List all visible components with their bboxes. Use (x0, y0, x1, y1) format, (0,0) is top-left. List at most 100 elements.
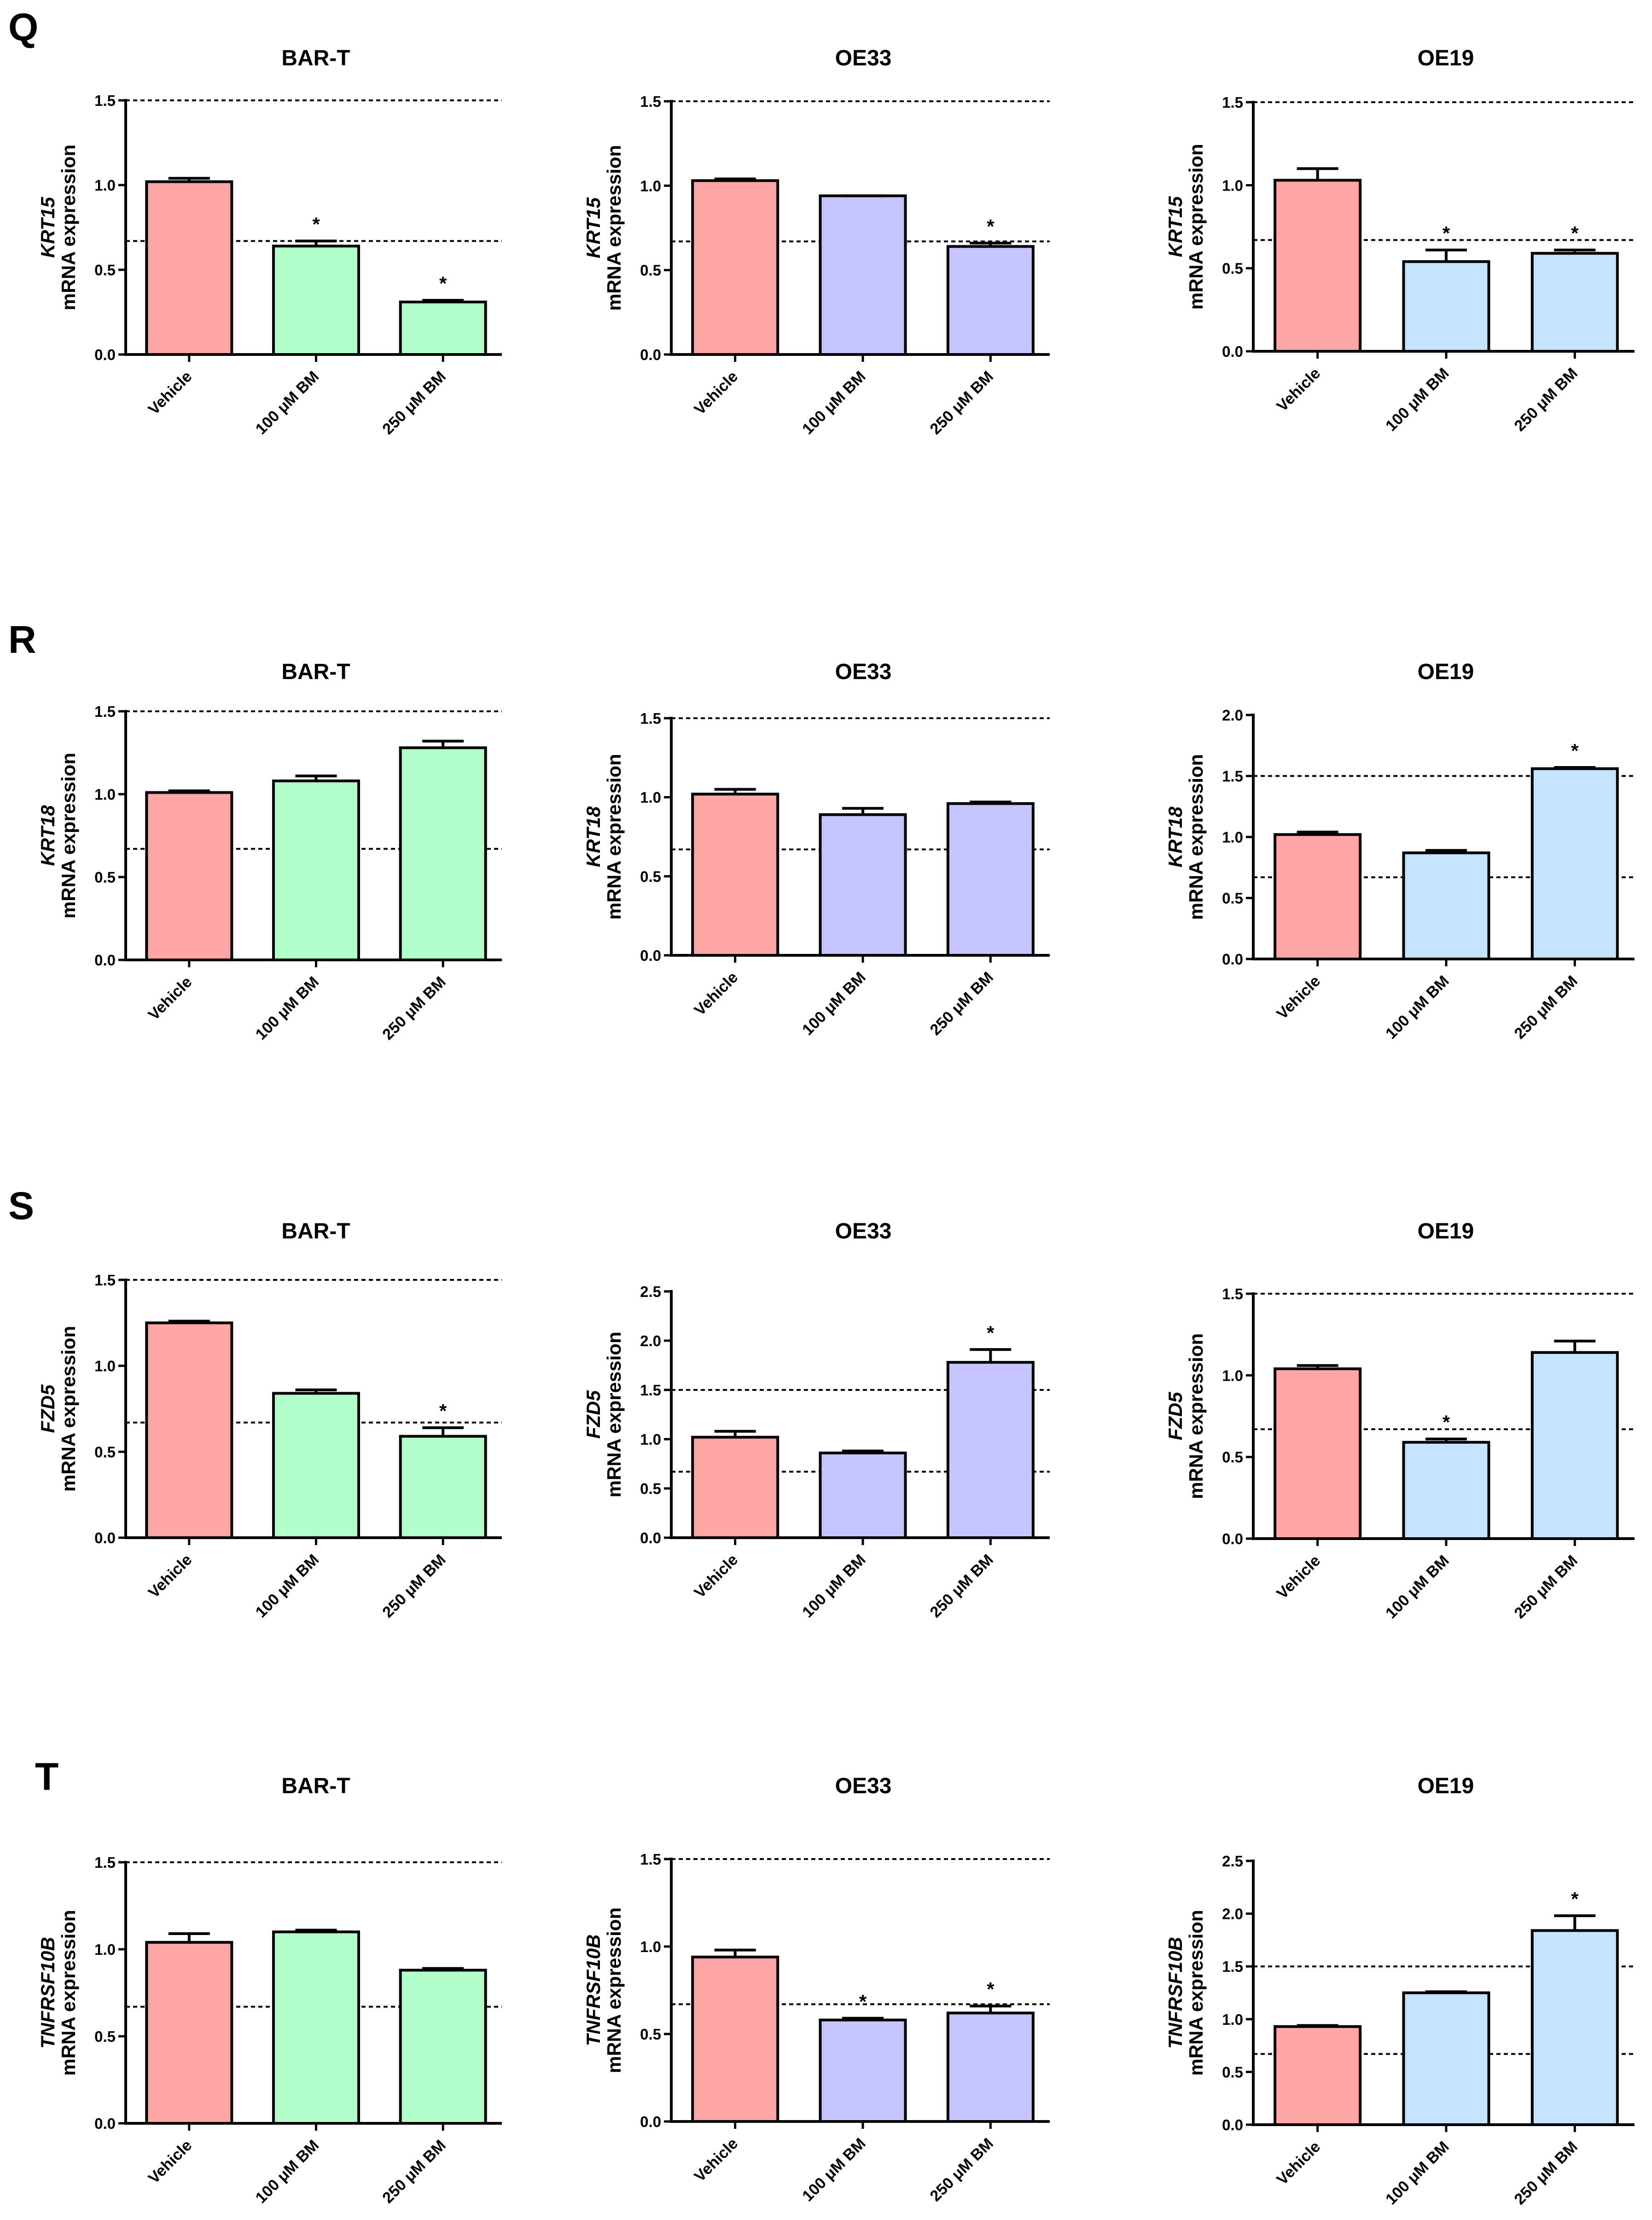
category-label: 100 μM BM (1382, 365, 1452, 435)
y-tick-label: 1.5 (640, 1382, 661, 1399)
y-tick-label: 0.5 (640, 868, 661, 885)
significance-star: * (1571, 740, 1579, 761)
bar-100um (819, 2018, 907, 2123)
bar-250um (1530, 1929, 1619, 2126)
y-tick-label: 0.0 (94, 2115, 116, 2132)
y-tick-label: 0.0 (1222, 951, 1243, 968)
category-label: 100 μM BM (1382, 1552, 1452, 1622)
bar-250um (1530, 252, 1619, 353)
y-tick-label: 1.5 (1222, 768, 1243, 785)
y-axis-gene-label: FZD5 (582, 1390, 604, 1439)
chart-title: OE19 (1418, 660, 1474, 684)
category-label: 250 μM BM (1511, 1552, 1581, 1622)
bar-250um (399, 1969, 487, 2125)
chart-t-oe19: OE19 Vehicle 100 μM BM * 250 μM BM 0.0 0.5 1.0 1… (1164, 1774, 1635, 2208)
y-axis-gene-label: FZD5 (37, 1384, 58, 1433)
y-axis-gene-label: TNFRSF10B (1164, 1937, 1186, 2049)
chart-title: BAR-T (281, 1219, 350, 1244)
bar-vehicle (691, 1435, 779, 1539)
category-label: 250 μM BM (1511, 365, 1581, 435)
category-label: Vehicle (145, 1551, 196, 1602)
panel-letter-s: S (8, 1184, 34, 1227)
y-axis-label: mRNA expression (58, 753, 79, 918)
bar-vehicle (691, 1955, 779, 2123)
y-axis-gene-label: KRT18 (37, 805, 58, 866)
category-label: 100 μM BM (1382, 2138, 1452, 2208)
y-tick-label: 0.0 (640, 2113, 661, 2130)
panel-letter-r: R (8, 618, 36, 661)
chart-title: OE19 (1418, 1219, 1474, 1244)
y-axis-gene-label: FZD5 (1164, 1392, 1186, 1441)
y-tick-label: 2.0 (1222, 707, 1243, 724)
category-label: 100 μM BM (799, 2135, 869, 2205)
y-axis-gene-label: KRT15 (37, 197, 58, 258)
chart-title: BAR-T (281, 660, 350, 684)
category-label: 100 μM BM (799, 1551, 869, 1621)
y-axis-label: mRNA expression (603, 145, 625, 311)
category-label: 250 μM BM (927, 1551, 997, 1621)
category-label: 250 μM BM (379, 368, 449, 438)
y-axis-label: mRNA expression (1185, 144, 1207, 309)
significance-star: * (312, 213, 320, 235)
category-label: Vehicle (691, 969, 742, 1019)
significance-star: * (439, 1400, 447, 1422)
y-tick-label: 0.5 (1222, 1449, 1243, 1466)
chart-r-oe33: OE33 Vehicle 100 μM BM 250 μM BM 0.0 0.5 1.0 1.… (582, 660, 1050, 1039)
significance-star: * (987, 1322, 995, 1343)
chart-title: BAR-T (281, 1774, 350, 1798)
chart-title: OE33 (835, 1219, 892, 1244)
y-axis-gene-label: KRT15 (1164, 196, 1186, 257)
bar-100um (1402, 851, 1490, 960)
bar-vehicle (145, 1321, 233, 1539)
category-label: 250 μM BM (1511, 2138, 1581, 2208)
y-tick-label: 0.5 (94, 2028, 116, 2045)
bar-250um (946, 1361, 1035, 1540)
significance-star: * (1571, 1888, 1579, 1910)
category-label: 100 μM BM (1382, 972, 1452, 1042)
category-label: Vehicle (145, 973, 196, 1024)
bar-250um (946, 245, 1035, 356)
bar-100um (1402, 1441, 1490, 1540)
y-tick-label: 1.5 (1222, 1285, 1243, 1302)
y-tick-label: 1.5 (94, 703, 116, 720)
y-tick-label: 2.0 (1222, 1906, 1243, 1923)
chart-title: BAR-T (281, 46, 350, 70)
y-tick-label: 0.5 (640, 2026, 661, 2043)
y-tick-label: 1.0 (94, 1941, 116, 1958)
y-tick-label: 1.5 (1222, 94, 1243, 111)
y-tick-label: 0.5 (1222, 890, 1243, 907)
category-label: Vehicle (1274, 365, 1324, 415)
y-axis-label: mRNA expression (58, 1326, 79, 1492)
bar-vehicle (145, 1941, 233, 2125)
category-label: Vehicle (145, 2137, 196, 2187)
bar-vehicle (1274, 833, 1362, 960)
y-tick-label: 0.0 (640, 346, 661, 363)
y-tick-label: 0.0 (640, 947, 661, 964)
chart-q-bart: BAR-T Vehicle * 100 μM BM * 250 μM BM 0.0 0.5 1.… (37, 46, 502, 438)
bar-100um (819, 813, 907, 957)
category-label: 250 μM BM (379, 973, 449, 1043)
y-tick-label: 1.0 (640, 1431, 661, 1448)
category-label: Vehicle (145, 368, 196, 418)
y-tick-label: 1.0 (1222, 1367, 1243, 1384)
significance-star: * (1571, 222, 1579, 244)
bar-100um (819, 194, 907, 356)
y-tick-label: 2.5 (1222, 1853, 1243, 1870)
category-label: 100 μM BM (252, 973, 322, 1043)
panel-letter-q: Q (8, 6, 38, 49)
y-axis-gene-label: TNFRSF10B (582, 1935, 604, 2046)
y-axis-gene-label: KRT15 (582, 197, 604, 258)
chart-title: OE19 (1418, 46, 1474, 70)
y-tick-label: 1.5 (640, 93, 661, 110)
bar-250um (399, 300, 487, 356)
category-label: 250 μM BM (1511, 972, 1581, 1042)
y-axis-label: mRNA expression (603, 1907, 625, 2073)
chart-title: OE19 (1418, 1774, 1474, 1798)
bar-vehicle (1274, 2025, 1362, 2127)
bar-100um (272, 1392, 360, 1539)
chart-r-bart: BAR-T Vehicle 100 μM BM 250 μM BM 0.0 0.5 1.0 1… (37, 660, 502, 1043)
y-axis-label: mRNA expression (603, 754, 625, 919)
y-tick-label: 0.0 (94, 1529, 116, 1546)
y-tick-label: 0.5 (94, 1443, 116, 1460)
